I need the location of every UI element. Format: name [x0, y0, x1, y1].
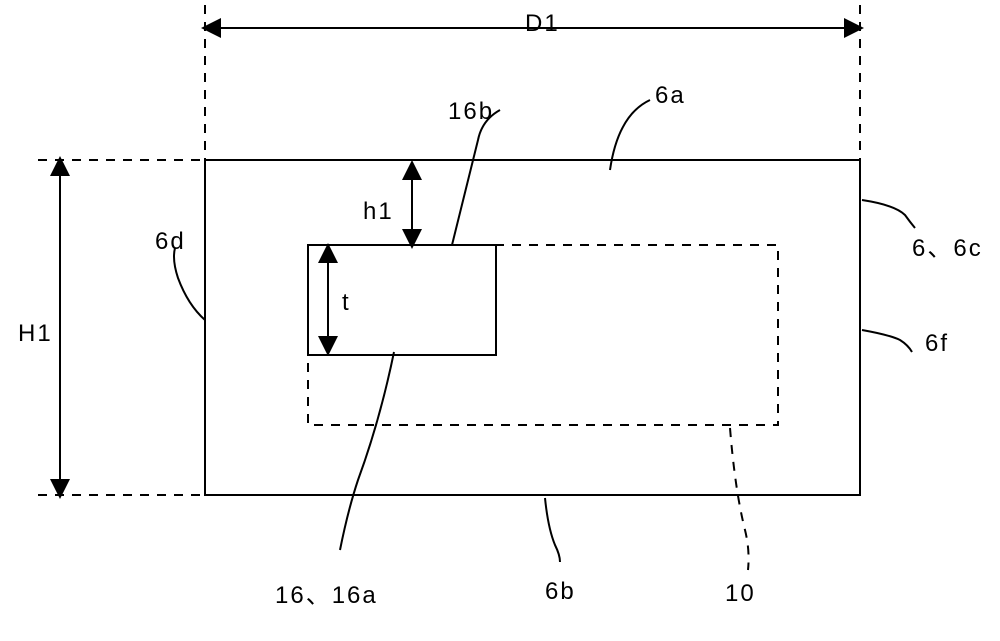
label-6f: 6f — [925, 330, 949, 358]
label-6-6c: 6、6c — [912, 228, 983, 263]
label-6a: 6a — [655, 82, 686, 110]
label-H1: H1 — [18, 320, 53, 348]
label-6d: 6d — [155, 228, 186, 256]
label-t: t — [342, 289, 351, 317]
label-h1: h1 — [363, 198, 394, 226]
diagram-svg — [0, 0, 1000, 641]
label-16-16a: 16、16a — [275, 575, 378, 610]
label-16b: 16b — [448, 98, 494, 126]
label-D1: D1 — [525, 10, 560, 38]
label-10: 10 — [725, 580, 756, 608]
label-6b: 6b — [545, 578, 576, 606]
